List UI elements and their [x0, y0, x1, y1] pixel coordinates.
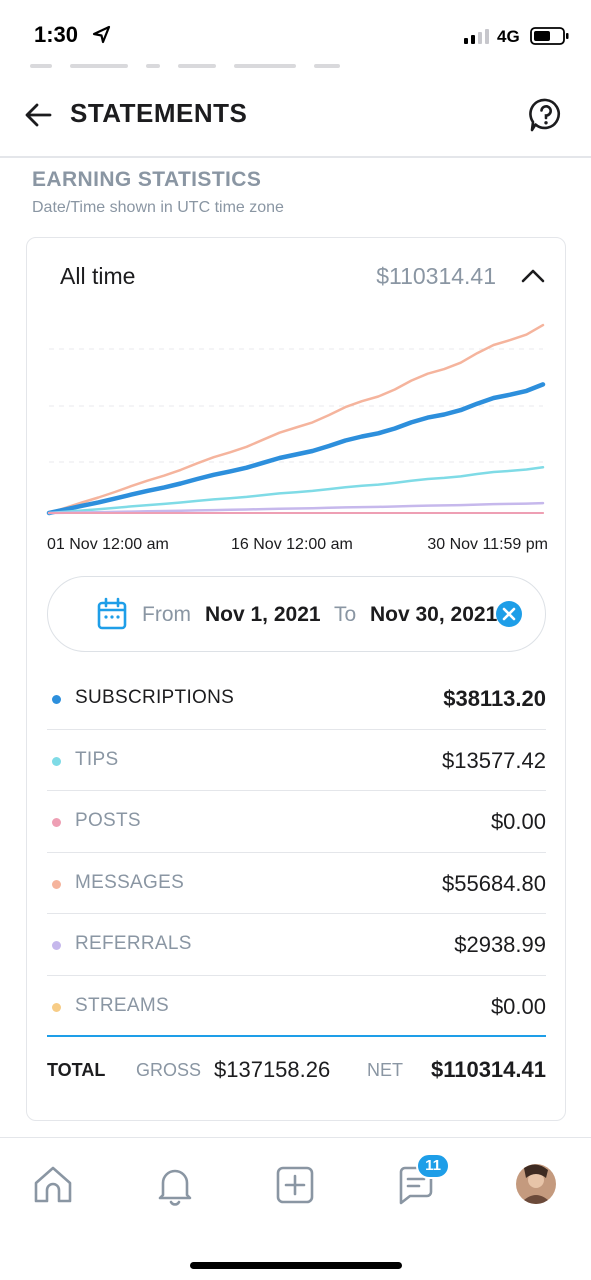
timezone-note: Date/Time shown in UTC time zone: [32, 199, 284, 216]
from-label: From: [142, 603, 191, 626]
row-value: $38113.20: [443, 686, 546, 711]
scrolled-content-fragment: [30, 64, 390, 72]
x-axis: 01 Nov 12:00 am 16 Nov 12:00 am 30 Nov 1…: [45, 536, 548, 558]
row-label: STREAMS: [75, 994, 169, 1016]
series-line-referrals: [47, 501, 545, 515]
row-label: POSTS: [75, 810, 141, 831]
series-line-subscriptions: [46, 382, 546, 516]
earnings-breakdown: SUBSCRIPTIONS $38113.20 TIPS $13577.42 P…: [47, 668, 546, 1037]
series-line-tips: [47, 465, 545, 515]
row-label: MESSAGES: [75, 871, 185, 893]
totals-row: TOTAL GROSS $137158.26 NET $110314.41: [47, 1054, 546, 1088]
net-label: NET: [367, 1060, 403, 1080]
page-title: STATEMENTS: [70, 98, 248, 128]
row-label: TIPS: [75, 748, 119, 770]
series-line-messages: [47, 323, 545, 515]
bell-icon[interactable]: [152, 1162, 198, 1208]
series-dot: [52, 818, 61, 827]
status-bar: 1:30 4G: [0, 0, 591, 70]
series-dot: [52, 695, 61, 704]
clear-dates-icon[interactable]: [496, 601, 522, 627]
earnings-row-messages[interactable]: MESSAGES $55684.80: [47, 853, 546, 914]
series-dot: [52, 879, 61, 889]
location-arrow-icon: [92, 25, 111, 44]
range-toggle[interactable]: All time $110314.41: [27, 238, 564, 308]
page-header: STATEMENTS: [0, 80, 591, 158]
avatar[interactable]: [516, 1164, 556, 1204]
x-tick-label: 30 Nov 11:59 pm: [427, 536, 548, 553]
row-value: $0.00: [490, 993, 546, 1019]
x-tick-label: 01 Nov 12:00 am: [47, 536, 169, 553]
to-date-value[interactable]: Nov 30, 2021: [370, 603, 498, 626]
home-indicator: [190, 1262, 402, 1269]
gross-label: GROSS: [136, 1060, 202, 1080]
back-arrow-icon[interactable]: [22, 98, 56, 132]
add-post-icon[interactable]: [272, 1162, 318, 1208]
status-time: 1:30: [34, 22, 79, 47]
earnings-row-tips[interactable]: TIPS $13577.42: [47, 730, 546, 791]
chevron-up-icon[interactable]: [517, 260, 549, 292]
range-label: All time: [60, 263, 136, 289]
series-dot: [52, 756, 61, 766]
earnings-row-referrals[interactable]: REFERRALS $2938.99: [47, 914, 546, 976]
date-range-filter[interactable]: From Nov 1, 2021 To Nov 30, 2021: [47, 576, 546, 652]
network-type: 4G: [497, 27, 520, 46]
row-value: $13577.42: [442, 747, 546, 773]
total-label: TOTAL: [47, 1060, 106, 1080]
help-icon[interactable]: [527, 96, 565, 134]
bottom-tab-bar: 11: [0, 1137, 591, 1280]
series-dot: [52, 1002, 61, 1012]
row-label: REFERRALS: [75, 933, 192, 954]
earnings-card: All time $110314.41 01 Nov 12:00 am 16 N…: [26, 237, 566, 1121]
cellular-signal-icon: [464, 29, 489, 44]
net-value: $110314.41: [430, 1057, 546, 1082]
earnings-row-posts[interactable]: POSTS $0.00: [47, 791, 546, 853]
range-amount: $110314.41: [376, 263, 496, 289]
from-date-value[interactable]: Nov 1, 2021: [205, 603, 321, 626]
earnings-row-subscriptions[interactable]: SUBSCRIPTIONS $38113.20: [47, 668, 546, 730]
series-dot: [52, 941, 61, 950]
x-tick-label: 16 Nov 12:00 am: [231, 536, 353, 553]
earnings-chart: [46, 323, 546, 516]
gross-value: $137158.26: [214, 1057, 331, 1082]
messages-badge: 11: [416, 1153, 450, 1179]
row-value: $0.00: [490, 809, 546, 834]
section-title: EARNING STATISTICS: [32, 168, 262, 191]
home-icon[interactable]: [30, 1162, 76, 1208]
row-label: SUBSCRIPTIONS: [75, 687, 235, 708]
calendar-icon[interactable]: [96, 597, 128, 631]
earnings-row-streams[interactable]: STREAMS $0.00: [47, 976, 546, 1037]
battery-icon: [530, 27, 569, 45]
row-value: $55684.80: [442, 870, 546, 896]
row-value: $2938.99: [454, 932, 546, 957]
to-label: To: [334, 603, 357, 626]
